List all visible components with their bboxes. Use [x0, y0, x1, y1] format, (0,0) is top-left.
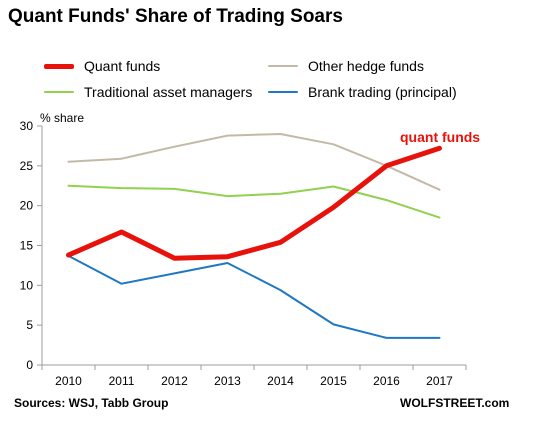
y-tick-label: 15 [20, 239, 34, 253]
y-tick-label: 25 [20, 159, 34, 173]
y-tick-label: 5 [26, 318, 33, 332]
x-tick-label: 2014 [267, 374, 294, 388]
legend-label-other-hedge-funds: Other hedge funds [308, 58, 424, 74]
credit-note: WOLFSTREET.com [400, 396, 510, 410]
legend-item-traditional-asset-managers: Traditional asset managers [44, 84, 252, 100]
x-tick-label: 2010 [55, 374, 82, 388]
legend-label-traditional-asset-managers: Traditional asset managers [84, 84, 253, 100]
legend-item-brank-trading: Brank trading (principal) [268, 84, 457, 100]
x-tick-label: 2012 [161, 374, 188, 388]
series-line-brank-trading-principal [67, 254, 441, 339]
series-line-quant-funds [66, 145, 442, 261]
chart-title: Quant Funds' Share of Trading Soars [8, 6, 343, 27]
x-axis: 2010 2011 2012 2013 2014 2015 2016 2017 [41, 364, 467, 388]
x-tick-label: 2015 [320, 374, 347, 388]
x-tick-label: 2011 [109, 374, 135, 388]
x-tick-label: 2013 [214, 374, 241, 388]
y-tick-label: 10 [20, 278, 34, 292]
y-tick-label: 20 [20, 199, 34, 213]
quant-funds-annotation: quant funds [400, 129, 480, 145]
legend-swatch-other-hedge-funds [268, 65, 298, 67]
series-lines [66, 133, 442, 339]
y-tick-label: 30 [20, 119, 34, 133]
x-tick-label: 2017 [426, 374, 453, 388]
legend-label-quant-funds: Quant funds [84, 58, 161, 74]
legend-label-brank-trading: Brank trading (principal) [308, 84, 457, 100]
series-line-traditional-asset-managers [67, 184, 441, 219]
legend-swatch-brank-trading [268, 91, 298, 93]
legend-item-quant-funds: Quant funds [44, 58, 160, 74]
legend-item-other-hedge-funds: Other hedge funds [268, 58, 424, 74]
legend-swatch-quant-funds [44, 63, 74, 69]
source-note: Sources: WSJ, Tabb Group [14, 396, 169, 410]
y-tick-label: 0 [26, 358, 33, 372]
x-tick-label: 2016 [373, 374, 400, 388]
series-line-other-hedge-funds [67, 133, 441, 191]
legend-swatch-traditional-asset-managers [44, 91, 74, 93]
y-axis-label: % share [40, 111, 84, 125]
y-axis: 0 5 10 15 20 25 30 [20, 119, 43, 372]
